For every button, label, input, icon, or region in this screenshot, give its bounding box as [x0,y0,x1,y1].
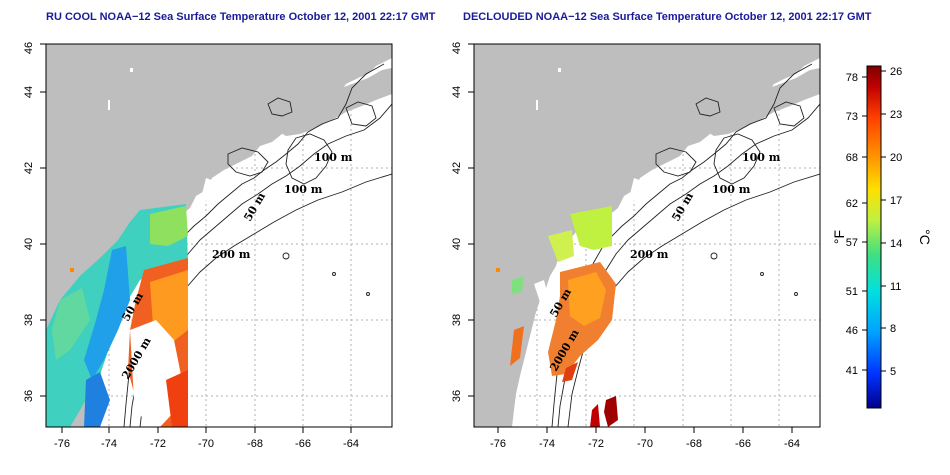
lon-tick: -72 [150,438,166,450]
lon-tick: -74 [101,438,117,450]
panel-raw: RU COOL NOAA−12 Sea Surface Temperature … [23,11,436,450]
colorbar-ramp [866,65,882,409]
contour-label: 200 m [630,248,669,261]
celsius-tick: 11 [890,281,901,293]
colorbar: 78 73 68 62 57 51 46 41 26 23 20 17 14 1… [831,65,933,409]
lat-tick: 36 [23,390,35,402]
lat-tick: 38 [451,314,463,326]
lat-tick: 42 [451,162,463,174]
lat-tick: 40 [451,238,463,250]
panel-declouded: DECLOUDED NOAA−12 Sea Surface Temperatur… [451,11,872,450]
sst-swath [46,204,188,427]
map-area [474,44,820,427]
contour-label: 200 m [212,248,251,261]
lon-tick: -76 [490,438,506,450]
celsius-tick: 17 [890,195,902,207]
lon-tick: -72 [588,438,604,450]
lon-tick: -64 [784,438,800,450]
fahrenheit-label: °F [831,230,847,244]
fahrenheit-tick: 46 [846,325,858,337]
lon-tick: -64 [343,438,359,450]
lon-tick: -66 [295,438,311,450]
fahrenheit-tick: 73 [846,111,858,123]
lat-tick: 40 [23,238,35,250]
lat-tick: 42 [23,162,35,174]
map-frame [473,43,821,428]
fahrenheit-tick: 62 [846,198,858,210]
contour-label: 100 m [742,151,781,164]
celsius-tick: 14 [890,238,902,250]
lat-tick: 44 [451,86,463,98]
lon-tick: -70 [198,438,214,450]
contour-label: 100 m [314,151,353,164]
contour-label: 100 m [712,183,751,196]
map-frame [45,43,393,428]
lon-tick: -74 [539,438,555,450]
lon-tick: -68 [247,438,263,450]
lon-tick: -68 [686,438,702,450]
celsius-label: °C [917,229,933,245]
lon-tick: -70 [637,438,653,450]
contour-label: 100 m [284,183,323,196]
map-area [46,44,392,427]
panel-title: DECLOUDED NOAA−12 Sea Surface Temperatur… [463,11,872,23]
lat-tick: 46 [451,42,463,54]
lon-tick: -66 [735,438,751,450]
celsius-tick: 8 [890,323,896,335]
lon-tick: -76 [54,438,70,450]
celsius-tick: 23 [890,109,902,121]
lat-tick: 36 [451,390,463,402]
lat-tick: 46 [23,42,35,54]
fahrenheit-tick: 78 [846,72,858,84]
fahrenheit-tick: 57 [846,237,858,249]
sst-swath [496,206,618,427]
lat-tick: 44 [23,86,35,98]
fahrenheit-tick: 41 [846,365,858,377]
fahrenheit-tick: 51 [846,286,858,298]
fahrenheit-tick: 68 [846,152,858,164]
celsius-tick: 26 [890,66,902,78]
celsius-tick: 5 [890,366,896,378]
panel-title: RU COOL NOAA−12 Sea Surface Temperature … [46,11,436,23]
lat-tick: 38 [23,314,35,326]
celsius-tick: 20 [890,152,902,164]
